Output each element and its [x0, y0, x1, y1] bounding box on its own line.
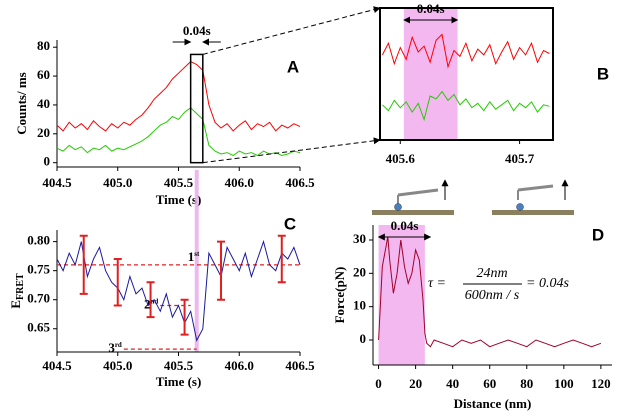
- error-bar: [277, 234, 286, 284]
- error-bar: [113, 258, 122, 307]
- x-tick-label: 80: [520, 376, 533, 391]
- x-tick-label: 406.5: [285, 175, 315, 190]
- x-tick-label: 405.0: [103, 358, 132, 373]
- y-tick-label: 30: [353, 231, 366, 246]
- highlight-region: [403, 8, 458, 140]
- time-marker: [194, 170, 199, 352]
- y-tick-label: 0.70: [27, 291, 50, 306]
- x-tick-label: 100: [554, 376, 574, 391]
- x-axis-title: Time (s): [156, 374, 202, 389]
- equation-lhs: τ =: [428, 276, 446, 291]
- series-line: [382, 90, 550, 122]
- x-tick-label: 40: [446, 376, 459, 391]
- y-tick-label: 10: [353, 298, 366, 313]
- series-line: [56, 107, 301, 157]
- y-tick-label: 20: [37, 125, 50, 140]
- y-tick-label: 60: [37, 67, 50, 82]
- level-label-number: 1: [188, 249, 195, 264]
- x-tick-label: 405.7: [505, 151, 535, 166]
- x-axis-title: Distance (nm): [454, 396, 532, 411]
- y-axis-title: EFRET: [8, 273, 26, 309]
- level-label: 3rd: [108, 340, 122, 355]
- x-tick-label: 405.5: [164, 175, 194, 190]
- error-bar: [217, 240, 226, 301]
- series-line: [56, 239, 301, 342]
- panel-letter: C: [284, 214, 296, 233]
- x-tick-label: 406.0: [225, 358, 254, 373]
- x-tick-label: 0: [375, 376, 382, 391]
- x-tick-label: 20: [409, 376, 422, 391]
- x-tick-label: 405.5: [164, 358, 194, 373]
- y-axis-title-sub: FRET: [15, 273, 26, 300]
- x-tick-label: 405.6: [386, 151, 416, 166]
- level-label-suffix: st: [194, 249, 200, 257]
- series-line: [381, 33, 550, 69]
- panel-letter: D: [592, 225, 604, 244]
- level-label-suffix: rd: [115, 341, 122, 349]
- x-tick-label: 406.5: [285, 358, 315, 373]
- error-bar: [146, 281, 155, 319]
- zoom-connector: [202, 137, 381, 164]
- y-tick-label: 0: [360, 331, 367, 346]
- equation-result: = 0.04s: [526, 276, 569, 291]
- equation: τ = 24nm 600nm / s = 0.04s: [428, 266, 569, 303]
- x-tick-label: 60: [483, 376, 496, 391]
- y-tick-label: 0: [44, 154, 51, 169]
- y-tick-label: 0.75: [27, 262, 50, 277]
- y-tick-label: 20: [353, 264, 366, 279]
- span-label: 0.04s: [183, 23, 211, 38]
- x-tick-label: 120: [591, 376, 611, 391]
- panel-letter: A: [287, 57, 299, 76]
- y-axis-title: Force(pN): [332, 267, 347, 324]
- error-bar: [79, 234, 88, 295]
- level-label-number: 3: [108, 340, 115, 355]
- error-bar: [180, 298, 189, 336]
- equation-denominator: 600nm / s: [465, 288, 520, 303]
- equation-numerator: 24nm: [476, 266, 507, 281]
- y-tick-label: 0.80: [27, 233, 50, 248]
- x-tick-label: 404.5: [42, 358, 72, 373]
- y-axis-title: Counts/ ms: [14, 72, 29, 135]
- zoom-box: [189, 53, 204, 164]
- y-tick-label: 80: [37, 38, 50, 53]
- cantilever-illustration: [372, 179, 574, 215]
- zoom-connector: [202, 6, 381, 55]
- plot-frame: [379, 7, 554, 141]
- y-tick-label: 40: [37, 96, 50, 111]
- y-axis-title-main: E: [8, 300, 23, 309]
- level-label: 1st: [188, 249, 200, 264]
- y-tick-label: 0.65: [27, 320, 50, 335]
- series-line: [56, 60, 301, 132]
- span-label: 0.04s: [417, 1, 445, 16]
- panel-letter: B: [597, 64, 609, 83]
- x-tick-label: 406.0: [225, 175, 254, 190]
- x-tick-label: 404.5: [42, 175, 72, 190]
- x-tick-label: 405.0: [103, 175, 132, 190]
- span-label: 0.04s: [391, 218, 419, 233]
- series-line: [378, 236, 602, 348]
- x-axis-title: Time (s): [156, 192, 202, 207]
